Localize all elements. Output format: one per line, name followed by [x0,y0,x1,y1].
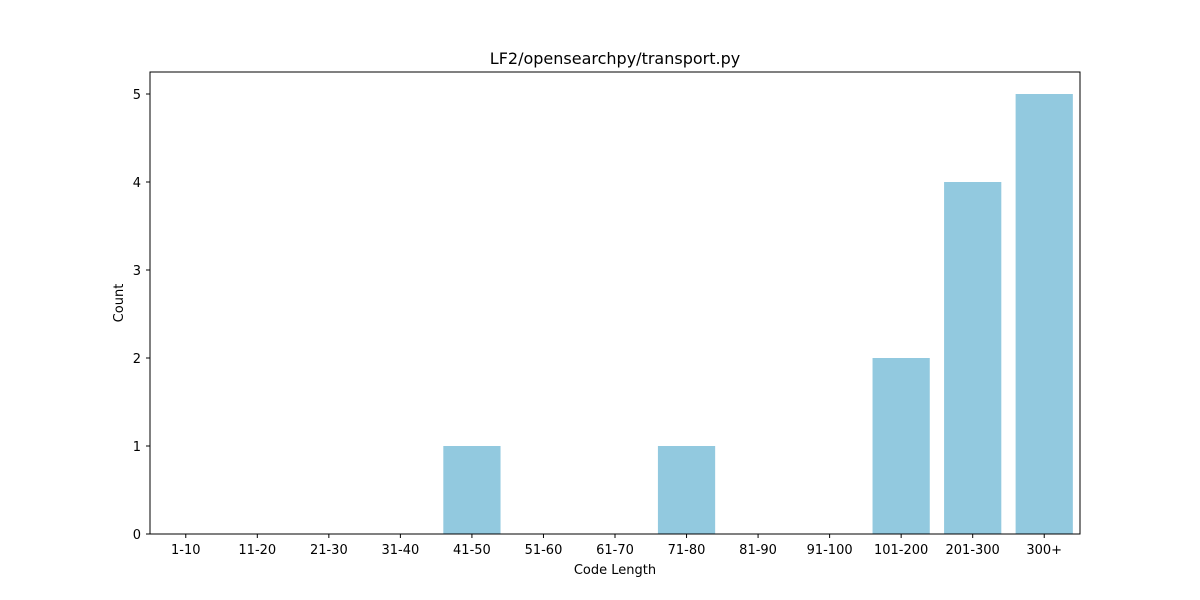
bar-101-200 [872,358,930,534]
bar-71-80 [657,446,716,534]
bar-201-300 [944,182,1002,534]
y-tick-label: 2 [133,352,141,367]
x-tick-label: 101-200 [874,543,928,558]
x-tick-label: 81-90 [739,543,777,558]
bars-group [443,94,1073,534]
y-tick-label: 1 [133,440,141,455]
x-tick-label: 21-30 [310,543,348,558]
x-tick-label: 11-20 [238,543,276,558]
x-tick-label: 1-10 [171,543,201,558]
x-tick-label: 91-100 [807,543,853,558]
y-tick-label: 5 [133,88,141,103]
chart-title: LF2/opensearchpy/transport.py [490,49,740,68]
y-tick-label: 3 [133,264,141,279]
x-tick-label: 201-300 [946,543,1000,558]
y-tick-label: 0 [133,528,141,543]
x-tick-label: 61-70 [596,543,634,558]
x-tick-label: 31-40 [381,543,419,558]
y-axis-ticks: 0 1 2 3 4 5 [133,88,150,543]
y-axis-label: Count [112,284,127,323]
bar-300+ [1015,94,1073,534]
x-tick-label: 51-60 [525,543,563,558]
x-tick-label: 71-80 [668,543,706,558]
y-tick-label: 4 [133,176,141,191]
bar-41-50 [443,446,501,534]
x-tick-label: 300+ [1026,543,1062,558]
x-axis-label: Code Length [574,563,656,578]
x-tick-label: 41-50 [453,543,491,558]
plot-area-frame [149,71,1081,535]
x-axis-ticks: 1-10 11-20 21-30 31-40 41-50 51-60 61-70 71-80 8… [171,534,1062,558]
